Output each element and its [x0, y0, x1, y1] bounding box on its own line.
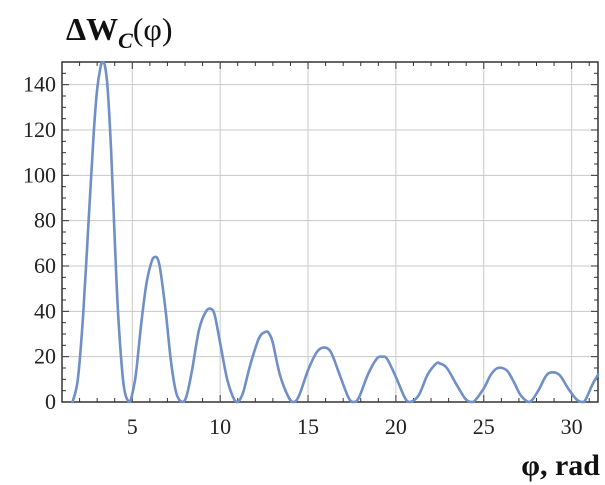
- y-tick-label: 100: [23, 162, 56, 187]
- y-axis-title: ΔWC(φ): [66, 11, 173, 53]
- y-tick-label: 120: [23, 117, 56, 142]
- y-axis-title-prefix: ΔW: [66, 11, 118, 47]
- y-tick-label: 40: [34, 298, 56, 323]
- grid: [62, 62, 598, 402]
- x-tick-label: 10: [209, 414, 231, 439]
- y-tick-label: 20: [34, 344, 56, 369]
- x-tick-label: 5: [127, 414, 138, 439]
- x-tick-label: 25: [473, 414, 495, 439]
- x-axis-title: φ, rad: [521, 449, 600, 482]
- y-tick-label: 140: [23, 72, 56, 97]
- y-tick-label: 0: [45, 389, 56, 414]
- x-tick-label: 15: [297, 414, 319, 439]
- y-tick-label: 80: [34, 208, 56, 233]
- y-axis-title-subscript: C: [118, 28, 133, 53]
- x-tick-label: 30: [561, 414, 583, 439]
- tick-labels: 5 10 15 20 25 30 0 20 40 60 80 100 120 140: [23, 72, 583, 439]
- y-tick-label: 60: [34, 253, 56, 278]
- y-axis-title-suffix: (φ): [133, 11, 173, 47]
- x-tick-label: 20: [385, 414, 407, 439]
- series-line: [71, 60, 600, 404]
